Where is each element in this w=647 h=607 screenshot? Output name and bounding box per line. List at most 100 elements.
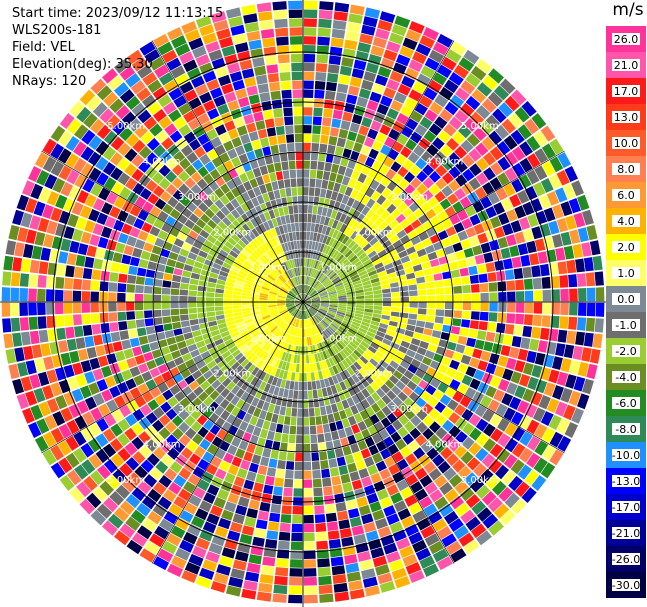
ppi-gate [237, 409, 247, 420]
ppi-gate [435, 427, 448, 440]
ppi-gate [372, 452, 383, 464]
ppi-gate [419, 340, 429, 350]
colorbar-tick-label: -1.0 [615, 319, 636, 332]
ppi-gate [34, 435, 49, 452]
ppi-gate [526, 136, 541, 152]
start-time-label: Start time: 2023/09/12 11:13:15 [12, 6, 224, 21]
ppi-gate [287, 325, 293, 334]
ppi-gate [334, 241, 342, 250]
ppi-gate [499, 509, 516, 526]
ppi-gate [338, 304, 347, 307]
ppi-gate [161, 137, 174, 150]
ppi-gate [272, 338, 279, 347]
ppi-gate [267, 219, 275, 229]
ppi-gate [307, 309, 313, 317]
ppi-gate [316, 284, 324, 291]
ppi-gate [269, 291, 278, 295]
ppi-gate [397, 83, 411, 96]
ppi-gate [214, 405, 225, 417]
ppi-gate [184, 374, 195, 385]
ppi-gate [158, 164, 171, 177]
ppi-gate [81, 279, 91, 291]
ppi-gate [310, 434, 318, 444]
ppi-gate [334, 2, 350, 13]
ppi-gate [397, 391, 408, 402]
ppi-gate [109, 98, 125, 113]
ppi-gate [220, 363, 231, 373]
ppi-gate [419, 474, 433, 488]
ppi-gate [378, 164, 390, 176]
ppi-gate [284, 116, 294, 126]
ppi-gate [288, 232, 294, 242]
ppi-gate [219, 132, 231, 144]
ppi-gate [286, 298, 295, 301]
ppi-gate [429, 377, 441, 389]
ppi-gate [287, 305, 296, 310]
ppi-gate [463, 539, 480, 555]
ppi-gate [296, 310, 300, 318]
ppi-gate [339, 223, 347, 233]
ppi-gate [286, 344, 292, 353]
ppi-gate [321, 369, 328, 379]
ppi-gate [154, 64, 170, 79]
ppi-gate [278, 350, 284, 360]
ppi-gate [347, 462, 358, 473]
ppi-gate [359, 368, 368, 378]
ppi-gate [287, 270, 293, 279]
ppi-gate [434, 116, 448, 129]
ppi-gate [126, 311, 136, 320]
ppi-gate [252, 426, 262, 437]
ppi-gate [303, 213, 308, 223]
ppi-gate [143, 242, 154, 253]
ppi-gate [221, 350, 231, 359]
ppi-gate [268, 306, 277, 310]
ppi-gate [238, 153, 249, 164]
ppi-gate [271, 312, 280, 318]
ppi-gate [119, 127, 133, 141]
ppi-gate [447, 439, 461, 452]
ppi-gate [289, 559, 303, 568]
ppi-gate [279, 253, 285, 263]
range-ring-label: 2.00km [355, 227, 393, 238]
ppi-gate [514, 106, 530, 123]
ppi-gate [185, 236, 196, 246]
ppi-gate [104, 216, 117, 229]
ppi-gate [8, 224, 20, 241]
ppi-gate [375, 132, 387, 144]
ppi-gate [335, 221, 343, 231]
ppi-gate [560, 288, 569, 302]
ppi-gate [180, 144, 193, 157]
ppi-gate [143, 351, 154, 362]
ppi-gate [437, 460, 451, 474]
ppi-gate [510, 459, 525, 475]
ppi-gate [346, 291, 355, 295]
ppi-gate [586, 363, 598, 380]
ppi-gate [221, 45, 236, 57]
ppi-gate [236, 255, 246, 264]
ppi-gate [277, 296, 286, 300]
ppi-gate [428, 183, 441, 196]
ppi-gate [347, 268, 357, 276]
ppi-gate [259, 20, 274, 30]
ppi-gate [40, 343, 51, 357]
ppi-gate [443, 467, 457, 481]
ppi-gate [137, 327, 147, 337]
ppi-gate [360, 145, 371, 156]
ppi-gate [259, 381, 267, 391]
ppi-gate [282, 170, 290, 180]
ppi-gate [320, 264, 327, 273]
ppi-gate [497, 281, 507, 292]
ppi-gate [289, 335, 294, 345]
ppi-gate [391, 297, 401, 302]
ppi-gate [299, 310, 302, 319]
ppi-gate [46, 398, 60, 413]
ppi-gate [315, 531, 328, 541]
ppi-gate [286, 452, 295, 461]
ppi-gate [369, 273, 379, 280]
ppi-gate [144, 540, 161, 555]
ppi-gate [382, 338, 392, 346]
ppi-gate [378, 428, 390, 440]
ppi-gate [325, 236, 332, 246]
ppi-gate [402, 261, 413, 269]
ppi-gate [96, 503, 113, 519]
